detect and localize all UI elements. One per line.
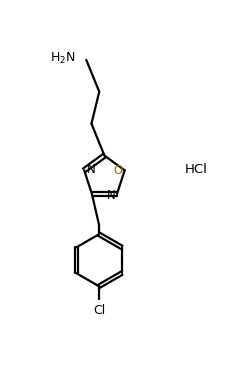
Text: H$_2$N: H$_2$N [50, 51, 76, 66]
Text: O: O [113, 164, 123, 177]
Text: Cl: Cl [93, 304, 105, 318]
Text: HCl: HCl [185, 163, 208, 176]
Text: N: N [107, 189, 115, 202]
Text: N: N [86, 163, 95, 176]
